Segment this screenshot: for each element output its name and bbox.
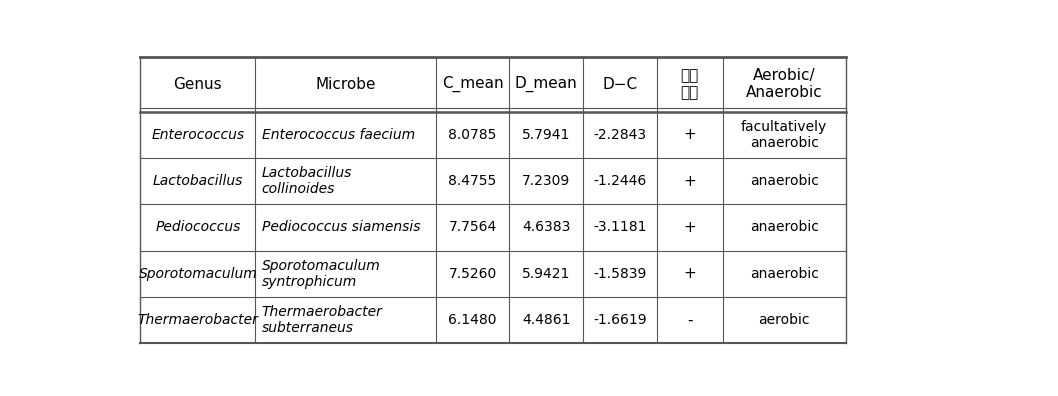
Text: +: +	[683, 127, 696, 142]
Text: Enterococcus faecium: Enterococcus faecium	[261, 128, 415, 142]
Text: -: -	[687, 312, 693, 327]
Text: Lactobacillus: Lactobacillus	[152, 174, 243, 188]
Text: Sporotomaculum
syntrophicum: Sporotomaculum syntrophicum	[261, 259, 381, 289]
Text: aerobic: aerobic	[759, 313, 809, 327]
Text: 그람
염색: 그람 염색	[680, 68, 699, 100]
Text: Genus: Genus	[174, 76, 222, 91]
Text: 5.9421: 5.9421	[523, 267, 570, 281]
Text: Pediococcus siamensis: Pediococcus siamensis	[261, 221, 420, 234]
Text: anaerobic: anaerobic	[750, 267, 819, 281]
Text: anaerobic: anaerobic	[750, 221, 819, 234]
Text: 8.4755: 8.4755	[449, 174, 496, 188]
Text: 5.7941: 5.7941	[523, 128, 570, 142]
Text: 8.0785: 8.0785	[449, 128, 496, 142]
Text: 4.6383: 4.6383	[523, 221, 570, 234]
Text: -1.5839: -1.5839	[594, 267, 646, 281]
Text: -1.6619: -1.6619	[594, 313, 646, 327]
Text: anaerobic: anaerobic	[750, 174, 819, 188]
Text: -2.2843: -2.2843	[594, 128, 646, 142]
Text: +: +	[683, 220, 696, 235]
Text: C_mean: C_mean	[442, 76, 504, 92]
Text: +: +	[683, 266, 696, 281]
Text: D_mean: D_mean	[515, 76, 578, 92]
Text: 4.4861: 4.4861	[522, 313, 570, 327]
Text: 7.5260: 7.5260	[449, 267, 496, 281]
Text: Enterococcus: Enterococcus	[151, 128, 244, 142]
Text: +: +	[683, 173, 696, 188]
Text: -3.1181: -3.1181	[594, 221, 646, 234]
Text: D−C: D−C	[603, 76, 638, 91]
Text: Thermaerobacter
subterraneus: Thermaerobacter subterraneus	[261, 305, 383, 335]
Text: -1.2446: -1.2446	[594, 174, 646, 188]
Text: 7.2309: 7.2309	[523, 174, 570, 188]
Text: 7.7564: 7.7564	[449, 221, 496, 234]
Text: Pediococcus: Pediococcus	[156, 221, 240, 234]
Text: Aerobic/
Anaerobic: Aerobic/ Anaerobic	[746, 68, 822, 100]
Text: Thermaerobacter: Thermaerobacter	[138, 313, 258, 327]
Text: Sporotomaculum: Sporotomaculum	[139, 267, 257, 281]
Text: facultatively
anaerobic: facultatively anaerobic	[741, 120, 827, 150]
Text: Microbe: Microbe	[315, 76, 376, 91]
Text: Lactobacillus
collinoides: Lactobacillus collinoides	[261, 166, 352, 196]
Text: 6.1480: 6.1480	[449, 313, 497, 327]
